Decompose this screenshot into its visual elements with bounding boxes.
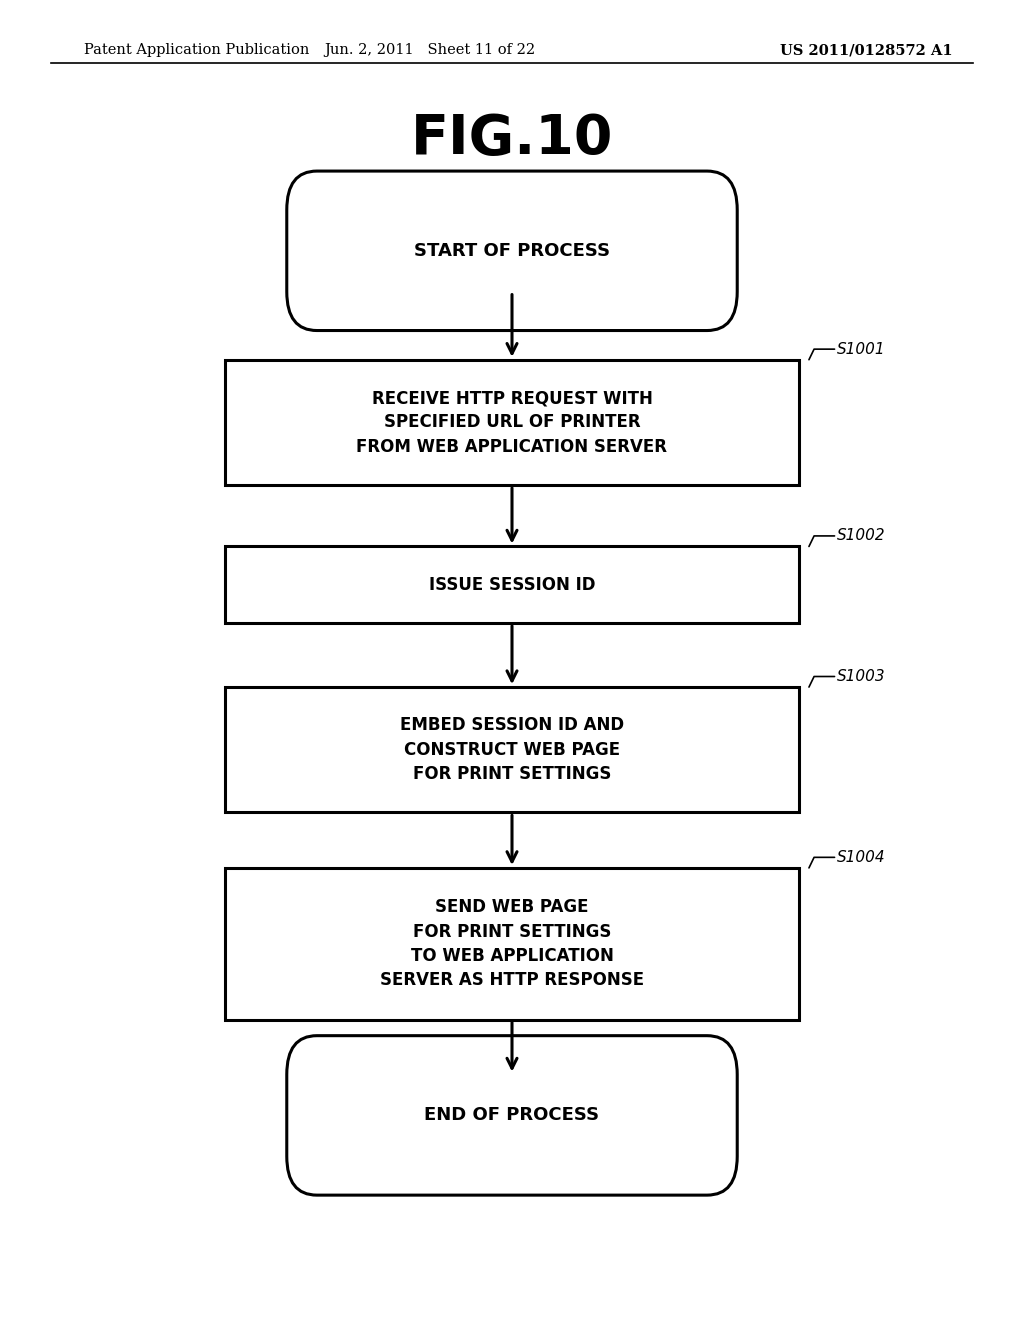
FancyBboxPatch shape: [225, 869, 799, 1020]
FancyBboxPatch shape: [225, 546, 799, 623]
Text: S1001: S1001: [837, 342, 885, 356]
Text: S1002: S1002: [837, 528, 885, 544]
Text: EMBED SESSION ID AND
CONSTRUCT WEB PAGE
FOR PRINT SETTINGS: EMBED SESSION ID AND CONSTRUCT WEB PAGE …: [400, 717, 624, 783]
FancyBboxPatch shape: [225, 359, 799, 484]
Text: Patent Application Publication: Patent Application Publication: [84, 44, 309, 57]
FancyBboxPatch shape: [225, 686, 799, 812]
Text: SEND WEB PAGE
FOR PRINT SETTINGS
TO WEB APPLICATION
SERVER AS HTTP RESPONSE: SEND WEB PAGE FOR PRINT SETTINGS TO WEB …: [380, 899, 644, 989]
Text: S1003: S1003: [837, 669, 885, 684]
FancyBboxPatch shape: [287, 1036, 737, 1195]
Text: Jun. 2, 2011   Sheet 11 of 22: Jun. 2, 2011 Sheet 11 of 22: [325, 44, 536, 57]
Text: S1004: S1004: [837, 850, 885, 865]
Text: RECEIVE HTTP REQUEST WITH
SPECIFIED URL OF PRINTER
FROM WEB APPLICATION SERVER: RECEIVE HTTP REQUEST WITH SPECIFIED URL …: [356, 389, 668, 455]
Text: US 2011/0128572 A1: US 2011/0128572 A1: [779, 44, 952, 57]
Text: END OF PROCESS: END OF PROCESS: [424, 1106, 600, 1125]
Text: ISSUE SESSION ID: ISSUE SESSION ID: [429, 576, 595, 594]
Text: START OF PROCESS: START OF PROCESS: [414, 242, 610, 260]
FancyBboxPatch shape: [287, 172, 737, 330]
Text: FIG.10: FIG.10: [411, 112, 613, 165]
